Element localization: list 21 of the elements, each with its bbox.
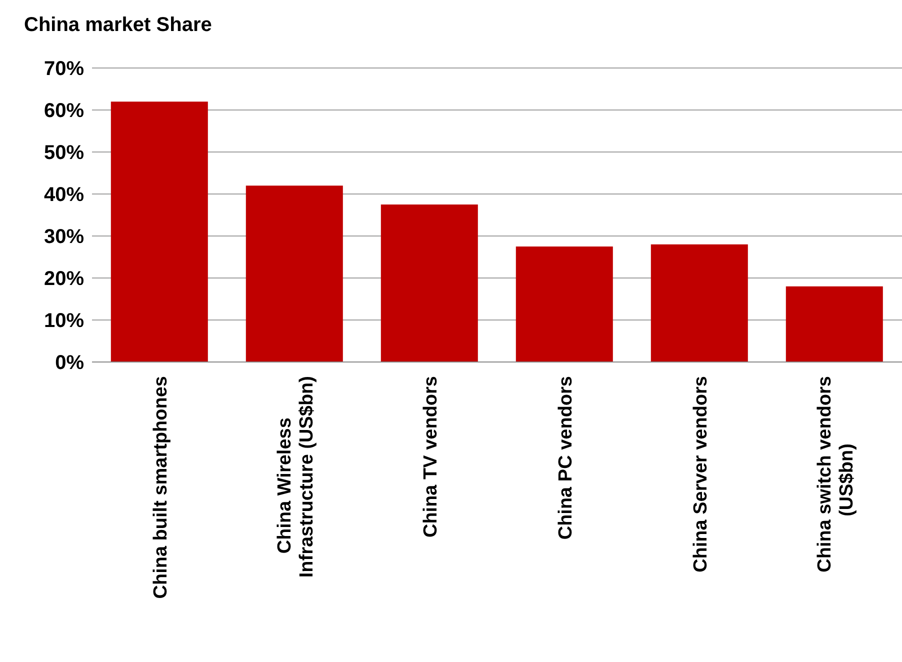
bar: [650, 244, 748, 362]
x-tick-label: China Server vendors: [690, 376, 712, 572]
y-tick-label: 0%: [55, 352, 84, 374]
x-tick-label: China PC vendors: [556, 376, 576, 540]
bar: [380, 204, 478, 362]
y-tick-label: 40%: [44, 184, 84, 206]
chart-title: China market Share: [23, 13, 213, 38]
y-tick-label: 60%: [44, 100, 84, 122]
bar: [110, 102, 208, 362]
y-tick-label: 70%: [44, 58, 84, 80]
y-tick-label: 20%: [44, 268, 84, 290]
x-tick-label: China built smartphones: [150, 376, 172, 599]
y-tick-label: 10%: [44, 310, 84, 332]
y-tick-label: 30%: [44, 226, 84, 248]
bar: [786, 286, 883, 362]
y-tick-label: 50%: [44, 142, 84, 164]
x-tick-label: China Wireless Infrastructure (US$bn): [274, 376, 318, 578]
bar: [516, 246, 613, 362]
x-tick-label: China TV vendors: [420, 376, 442, 538]
bar: [246, 186, 343, 362]
x-tick-label: China switch vendors (US$bn): [814, 376, 858, 572]
